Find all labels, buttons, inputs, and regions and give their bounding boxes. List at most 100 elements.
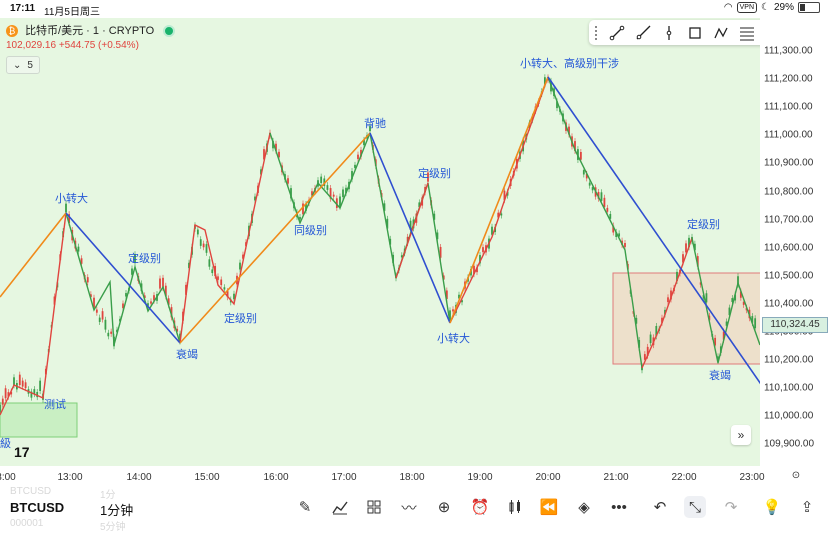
symbol-button[interactable]: BTCUSD <box>10 500 65 515</box>
price-tick: 111,100.00 <box>764 101 813 113</box>
annotation-label: 衰竭 <box>176 347 198 361</box>
indicator-count: 5 <box>27 59 33 71</box>
annotation-label: 小转大、高级别干涉 <box>520 56 619 70</box>
symbol-title[interactable]: 比特币/美元 · 1 · CRYPTO <box>25 25 155 37</box>
candle-body <box>360 149 362 157</box>
candle-body <box>339 196 341 207</box>
candle-body <box>354 164 356 168</box>
replay-icon[interactable]: ⏪ <box>539 499 559 516</box>
chart-type-icon[interactable] <box>329 496 351 518</box>
indicators-toggle-button[interactable]: ⌄ 5 <box>6 56 40 74</box>
candle-body <box>93 297 95 308</box>
candle-body <box>13 377 15 386</box>
candle-body <box>439 246 442 258</box>
layers-icon[interactable]: ◈ <box>578 499 590 516</box>
scroll-to-latest-button[interactable]: » <box>731 425 751 445</box>
interval-button[interactable]: 1分钟 <box>100 503 134 518</box>
candle-body <box>615 231 618 237</box>
candle-body <box>170 307 173 318</box>
drag-handle-icon[interactable] <box>595 25 601 40</box>
stroke-line <box>269 132 371 225</box>
stroke-line <box>179 132 271 344</box>
candle-body <box>239 262 241 270</box>
rectangle-tool-icon[interactable] <box>686 23 705 43</box>
candle-body <box>153 295 155 301</box>
candle-body <box>445 290 448 299</box>
candle-body <box>1 398 4 405</box>
ray-line-tool-icon[interactable] <box>634 23 653 43</box>
candle-body <box>311 191 313 196</box>
candles-icon[interactable] <box>504 496 526 518</box>
candle-body <box>205 244 208 253</box>
candle-body <box>162 277 164 288</box>
candle-body <box>568 126 570 135</box>
price-tick: 111,000.00 <box>764 129 813 141</box>
candle-body <box>461 300 463 303</box>
stroke-line <box>449 76 549 324</box>
redo-icon[interactable]: ↷ <box>724 499 738 516</box>
vertical-line-tool-icon[interactable] <box>660 23 679 43</box>
price-tick: 110,400.00 <box>764 298 814 310</box>
candle-body <box>342 189 344 197</box>
settings-icon[interactable]: ⊙ <box>791 470 801 481</box>
candle-body <box>588 182 591 186</box>
share-icon[interactable]: ⇪ <box>800 499 814 516</box>
symbol-header[interactable]: ₿ 比特币/美元 · 1 · CRYPTO <box>6 22 176 38</box>
pen-icon[interactable]: ✎ <box>298 499 312 516</box>
time-axis[interactable]: 3:00 13:00 14:00 15:00 16:00 17:00 18:00… <box>0 466 828 488</box>
candle-body <box>693 243 696 251</box>
time-tick: 23:00 <box>739 472 765 483</box>
collapse-icon[interactable]: ⤡ <box>684 496 706 518</box>
candle-body <box>150 301 152 304</box>
path-tool-icon[interactable] <box>712 23 731 43</box>
indicators-icon[interactable]: 〰 <box>401 499 417 517</box>
candle-body <box>77 246 80 252</box>
candle-body <box>739 291 742 298</box>
candle-body <box>585 173 588 179</box>
time-tick: 19:00 <box>467 472 493 483</box>
fib-tool-icon[interactable] <box>738 23 757 43</box>
status-bar: 17:11 11月5日周三 ◠ VPN ☾ 29% <box>0 0 828 18</box>
candle-body <box>479 255 481 264</box>
add-icon[interactable]: ⊕ <box>437 499 451 516</box>
candle-body <box>185 284 187 295</box>
candle-body <box>737 276 739 285</box>
candle-body <box>335 198 338 208</box>
more-icon[interactable]: ••• <box>611 498 627 516</box>
candle-body <box>110 331 113 334</box>
candle-body <box>696 256 699 267</box>
candle-body <box>400 255 403 258</box>
candle-body <box>98 317 101 322</box>
price-axis[interactable] <box>760 18 828 466</box>
candle-body <box>39 380 41 391</box>
candle-body <box>609 213 612 219</box>
candle-body <box>89 294 92 298</box>
candle-body <box>323 178 326 187</box>
candle-body <box>260 169 262 175</box>
idea-icon[interactable]: 💡 <box>762 499 782 516</box>
candle-body <box>332 194 335 197</box>
candle-body <box>600 192 603 201</box>
stroke-line <box>691 237 760 364</box>
segment-down-line <box>369 132 451 324</box>
candle-body <box>18 374 21 386</box>
candle-body <box>10 391 13 395</box>
time-tick: 16:00 <box>263 472 289 483</box>
candle-body <box>131 268 133 275</box>
stroke-line <box>547 76 643 369</box>
candle-body <box>21 380 24 387</box>
candle-body <box>101 311 104 320</box>
status-time: 17:11 <box>10 3 36 14</box>
price-tick: 110,700.00 <box>764 214 814 226</box>
undo-icon[interactable]: ↶ <box>653 499 667 516</box>
price-tick: 109,900.00 <box>764 438 815 450</box>
layout-grid-icon[interactable] <box>363 496 385 518</box>
candle-body <box>442 275 445 280</box>
stroke-line <box>65 212 181 346</box>
price-chart[interactable]: 小转大 定级别 衰竭 定级别 同级别 背驰 定级别 小转大 小转大、高级别干涉 … <box>0 18 760 466</box>
chart-area[interactable]: 小转大 定级别 衰竭 定级别 同级别 背驰 定级别 小转大 小转大、高级别干涉 … <box>0 18 760 466</box>
candle-body <box>254 196 256 201</box>
alarm-icon[interactable]: ⏰ <box>470 499 490 516</box>
price-tick: 110,100.00 <box>764 382 814 394</box>
trend-line-tool-icon[interactable] <box>608 23 627 43</box>
